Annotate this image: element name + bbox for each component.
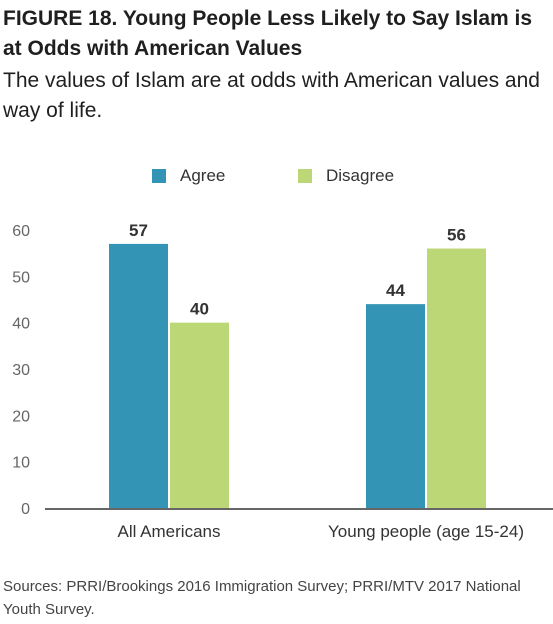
y-tick-label: 30 xyxy=(12,362,30,379)
chart-subtitle: The values of Islam are at odds with Ame… xyxy=(3,69,540,122)
bar-disagree xyxy=(170,322,229,508)
y-tick-label: 50 xyxy=(12,269,30,286)
legend-swatch-disagree xyxy=(298,169,312,183)
legend-label-disagree: Disagree xyxy=(326,166,394,185)
legend: Agree Disagree xyxy=(152,166,394,185)
x-tick-label: All Americans xyxy=(118,522,221,541)
legend-swatch-agree xyxy=(152,169,166,183)
source-note: Sources: PRRI/Brookings 2016 Immigration… xyxy=(3,578,521,618)
y-tick-label: 40 xyxy=(12,316,30,333)
y-tick-label: 20 xyxy=(12,408,30,425)
chart-title: FIGURE 18. Young People Less Likely to S… xyxy=(3,7,533,60)
legend-label-agree: Agree xyxy=(180,166,225,185)
bar-disagree xyxy=(427,248,486,508)
bar-chart: Agree Disagree 0 10 20 30 40 50 60 57 40 44 56 All… xyxy=(12,166,553,541)
bar-agree xyxy=(366,304,425,508)
plot-area: 57 40 44 56 xyxy=(109,221,486,508)
data-label: 40 xyxy=(190,300,209,319)
y-tick-label: 10 xyxy=(12,455,30,472)
data-label: 57 xyxy=(129,221,148,240)
x-axis: All Americans Young people (age 15-24) xyxy=(45,508,553,541)
x-tick-label: Young people (age 15-24) xyxy=(328,522,524,541)
y-tick-label: 0 xyxy=(21,501,30,518)
y-tick-label: 60 xyxy=(12,223,30,240)
bar-agree xyxy=(109,243,168,508)
data-label: 44 xyxy=(386,281,405,300)
y-axis: 0 10 20 30 40 50 60 xyxy=(12,223,30,518)
data-label: 56 xyxy=(447,226,466,245)
